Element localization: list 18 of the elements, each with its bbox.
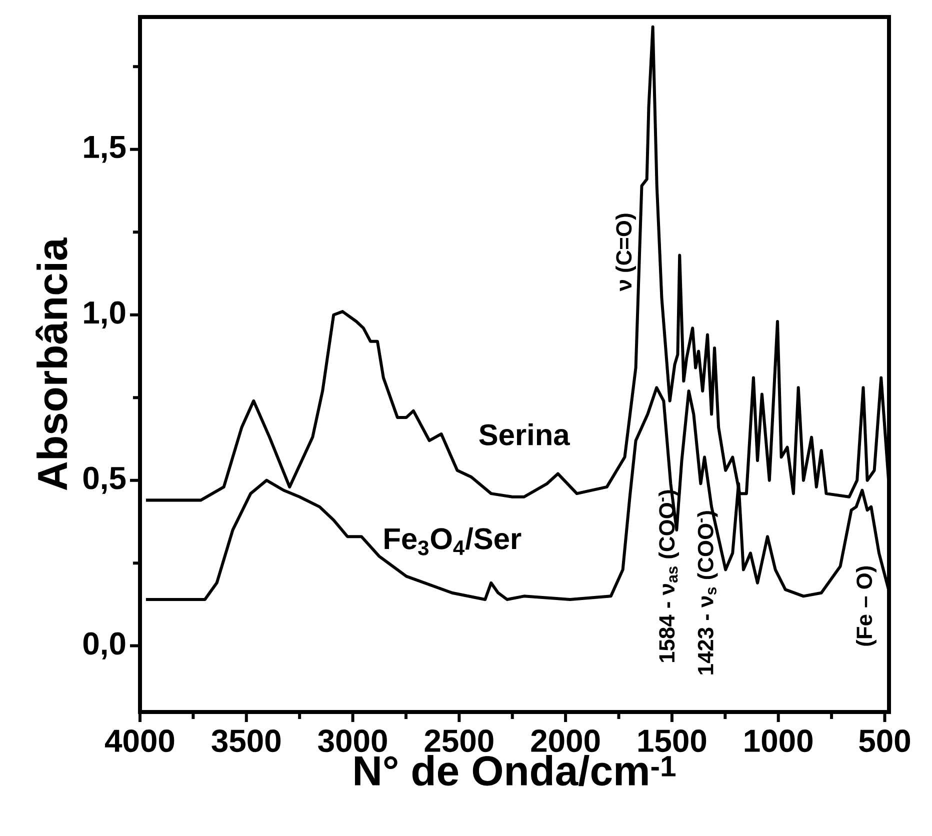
x-tick-label: 3000 [318, 730, 387, 752]
annotation: ν (C=O) [616, 214, 636, 292]
x-tick-label: 3500 [212, 730, 281, 752]
series-label: Fe$_{3}$O$_{4}$/Ser [384, 527, 522, 556]
y-tick-label: 0,0 [83, 632, 126, 660]
x-axis-title: N° de Onda/cm$^{-1}$ [354, 754, 676, 786]
x-tick-label: 2000 [531, 730, 600, 752]
y-axis-title: Absorbância [36, 238, 68, 490]
y-tick-label: 0,5 [83, 466, 126, 494]
x-tick-label: 2500 [424, 730, 494, 752]
x-tick-label: 1500 [638, 730, 706, 752]
x-tick-label: 500 [859, 730, 910, 752]
y-tick-label: 1,0 [84, 301, 126, 328]
x-tick-label: 4000 [105, 730, 174, 752]
x-tick-label: 1000 [744, 730, 812, 752]
y-tick-label: 1,5 [84, 136, 126, 163]
annotation: (Fe – O) [856, 566, 876, 646]
series-label: Serina [479, 423, 570, 446]
